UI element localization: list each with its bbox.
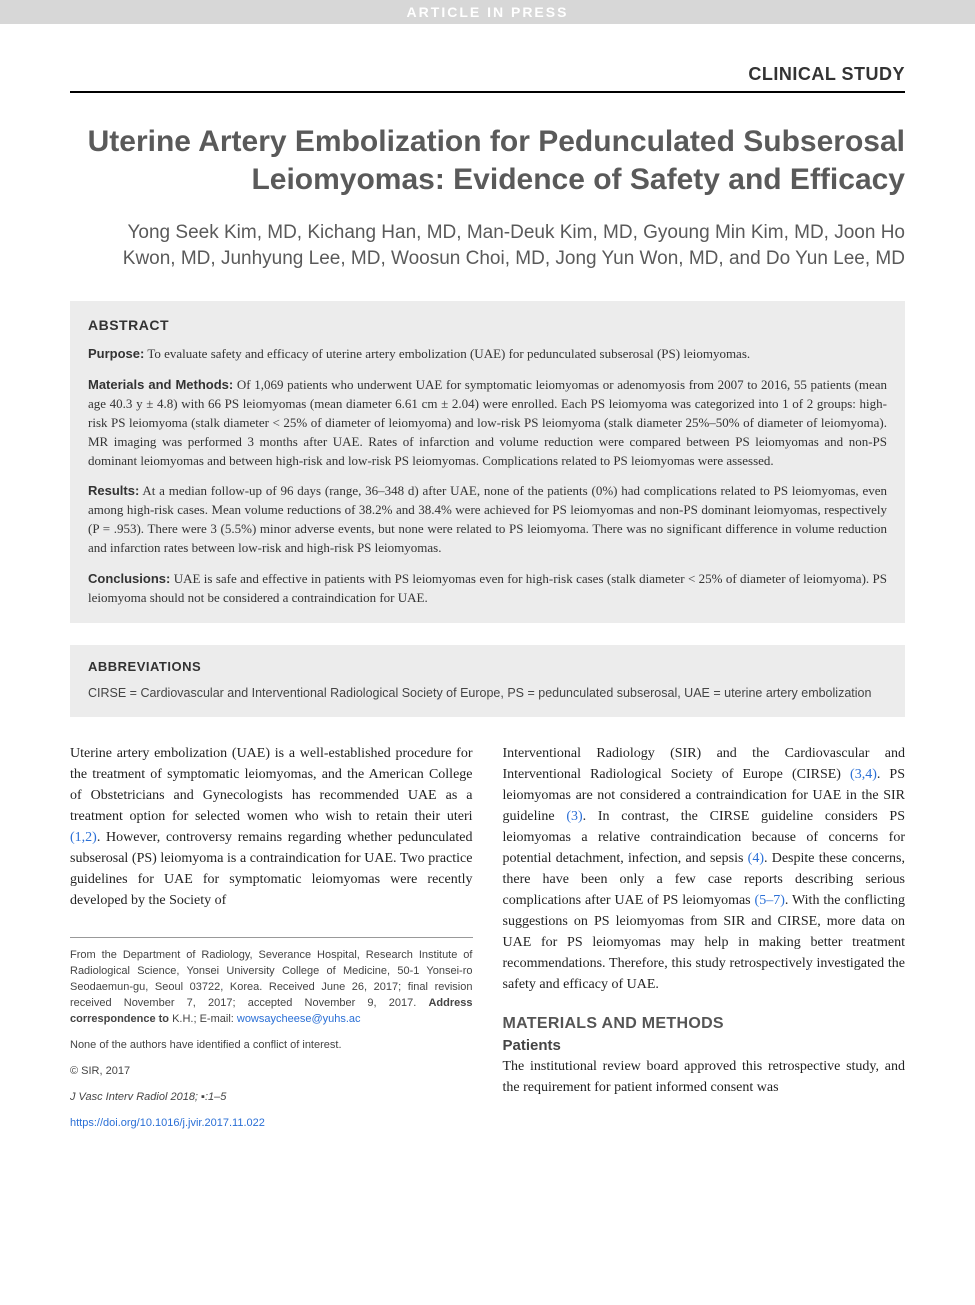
body-text: . However, controversy remains regarding… xyxy=(70,830,473,908)
body-text: Uterine artery embolization (UAE) is a w… xyxy=(70,746,473,824)
footnote-text: From the Department of Radiology, Severa… xyxy=(70,949,473,1009)
abstract-text: To evaluate safety and efficacy of uteri… xyxy=(144,346,750,361)
abstract-methods: Materials and Methods: Of 1,069 patients… xyxy=(88,376,887,470)
abstract-label: Materials and Methods: xyxy=(88,377,233,392)
section-type-label: CLINICAL STUDY xyxy=(70,64,905,93)
abbreviations-heading: ABBREVIATIONS xyxy=(88,659,887,674)
abstract-box: ABSTRACT Purpose: To evaluate safety and… xyxy=(70,301,905,623)
journal-citation: J Vasc Interv Radiol 2018; ▪:1–5 xyxy=(70,1090,473,1106)
abstract-heading: ABSTRACT xyxy=(88,317,887,333)
abstract-text: UAE is safe and effective in patients wi… xyxy=(88,571,887,605)
affiliation-footnote: From the Department of Radiology, Severa… xyxy=(70,948,473,1028)
right-column: Interventional Radiology (SIR) and the C… xyxy=(503,743,906,1141)
abstract-results: Results: At a median follow-up of 96 day… xyxy=(88,482,887,557)
left-column: Uterine artery embolization (UAE) is a w… xyxy=(70,743,473,1141)
abstract-label: Purpose: xyxy=(88,346,144,361)
journal-name: J Vasc Interv Radiol 2018; ▪:1–5 xyxy=(70,1091,226,1103)
author-list: Yong Seek Kim, MD, Kichang Han, MD, Man-… xyxy=(70,220,905,271)
article-title: Uterine Artery Embolization for Peduncul… xyxy=(70,123,905,198)
article-in-press-banner: ARTICLE IN PRESS xyxy=(0,0,975,24)
doi-footnote: https://doi.org/10.1016/j.jvir.2017.11.0… xyxy=(70,1116,473,1132)
abstract-label: Results: xyxy=(88,483,139,498)
abstract-purpose: Purpose: To evaluate safety and efficacy… xyxy=(88,345,887,364)
footnote-separator xyxy=(70,937,473,938)
citation-link[interactable]: (3) xyxy=(566,809,582,824)
intro-paragraph-right: Interventional Radiology (SIR) and the C… xyxy=(503,743,906,995)
materials-methods-heading: MATERIALS AND METHODS xyxy=(503,1015,906,1033)
conflict-footnote: None of the authors have identified a co… xyxy=(70,1038,473,1054)
copyright-footnote: © SIR, 2017 xyxy=(70,1064,473,1080)
citation-link[interactable]: (5–7) xyxy=(755,893,785,908)
body-text: Interventional Radiology (SIR) and the C… xyxy=(503,746,906,782)
citation-link[interactable]: (1,2) xyxy=(70,830,97,845)
abbreviations-box: ABBREVIATIONS CIRSE = Cardiovascular and… xyxy=(70,645,905,717)
abbreviations-text: CIRSE = Cardiovascular and Interventiona… xyxy=(88,684,887,703)
doi-link[interactable]: https://doi.org/10.1016/j.jvir.2017.11.0… xyxy=(70,1117,265,1129)
citation-link[interactable]: (4) xyxy=(748,851,764,866)
intro-paragraph-left: Uterine artery embolization (UAE) is a w… xyxy=(70,743,473,911)
footnote-text: K.H.; E-mail: xyxy=(169,1013,237,1025)
patients-subheading: Patients xyxy=(503,1037,906,1054)
abstract-text: At a median follow-up of 96 days (range,… xyxy=(88,483,887,555)
citation-link[interactable]: (3,4) xyxy=(850,767,877,782)
email-link[interactable]: wowsaycheese@yuhs.ac xyxy=(237,1013,361,1025)
page-content: CLINICAL STUDY Uterine Artery Embolizati… xyxy=(0,24,975,1192)
two-column-layout: Uterine artery embolization (UAE) is a w… xyxy=(70,743,905,1141)
abstract-conclusions: Conclusions: UAE is safe and effective i… xyxy=(88,570,887,608)
abstract-label: Conclusions: xyxy=(88,571,170,586)
patients-paragraph: The institutional review board approved … xyxy=(503,1056,906,1098)
